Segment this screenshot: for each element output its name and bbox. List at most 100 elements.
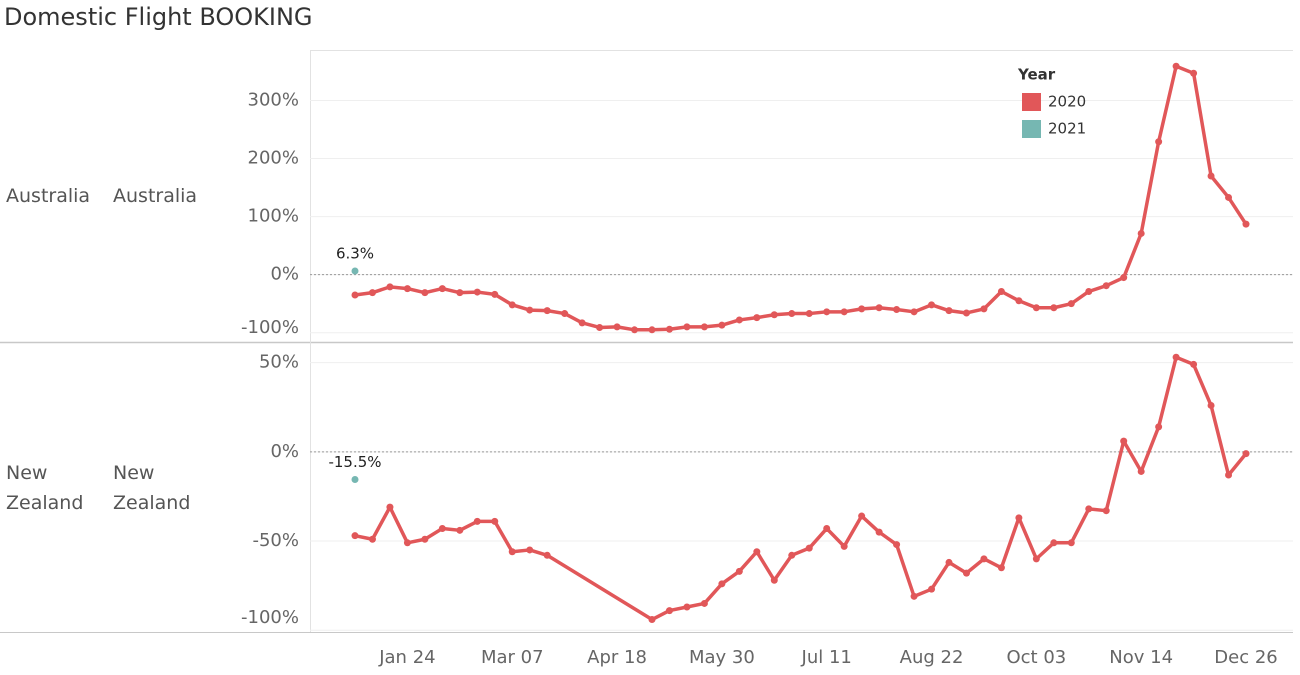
point <box>753 314 761 322</box>
point <box>875 304 883 312</box>
x-tick-label: May 30 <box>689 647 755 668</box>
point <box>1015 514 1023 522</box>
point <box>1102 507 1110 515</box>
point <box>718 580 726 588</box>
point <box>665 325 673 333</box>
x-tick-label: Jan 24 <box>378 647 435 668</box>
point <box>840 542 848 550</box>
point <box>491 290 499 298</box>
x-tick-label: Mar 07 <box>481 647 544 668</box>
point <box>438 285 446 293</box>
point <box>368 289 376 297</box>
point <box>875 528 883 536</box>
point <box>770 576 778 584</box>
point <box>1172 62 1180 70</box>
point <box>1032 304 1040 312</box>
point <box>386 503 394 511</box>
point <box>858 305 866 313</box>
line <box>354 64 1248 332</box>
point <box>1120 437 1128 445</box>
point <box>840 308 848 316</box>
point <box>578 319 586 327</box>
point <box>910 308 918 316</box>
point <box>980 555 988 563</box>
point <box>1172 353 1180 361</box>
point <box>805 544 813 552</box>
point <box>770 311 778 319</box>
row-label: New Zealand <box>6 462 84 514</box>
point <box>735 567 743 575</box>
point <box>1190 360 1198 368</box>
point <box>753 548 761 556</box>
point <box>491 517 499 525</box>
point <box>631 326 639 334</box>
point <box>543 551 551 559</box>
point <box>700 323 708 331</box>
y-tick-label: 0% <box>270 441 299 462</box>
y-tick-label: 0% <box>270 264 299 285</box>
point <box>1050 304 1058 312</box>
row-label: Australia <box>113 185 198 207</box>
point <box>438 525 446 533</box>
point <box>351 532 359 540</box>
point <box>1207 401 1215 409</box>
x-tick-label: Nov 14 <box>1109 647 1173 668</box>
point <box>1190 69 1198 77</box>
point <box>997 287 1005 295</box>
point <box>718 321 726 329</box>
point <box>910 592 918 600</box>
point <box>928 301 936 309</box>
point <box>823 308 831 316</box>
point <box>858 512 866 520</box>
y-tick-label: 200% <box>248 148 299 169</box>
x-tick-label: Apr 18 <box>587 647 647 668</box>
y-tick-label: -50% <box>252 530 299 551</box>
point <box>1242 220 1250 228</box>
point <box>962 309 970 317</box>
point <box>1120 274 1128 282</box>
point <box>1225 193 1233 201</box>
point <box>735 316 743 324</box>
point <box>1085 287 1093 295</box>
point <box>1015 297 1023 305</box>
point <box>368 535 376 543</box>
x-tick-label: Aug 22 <box>900 647 964 668</box>
point <box>351 267 359 275</box>
point <box>700 599 708 607</box>
point <box>1155 138 1163 146</box>
point <box>788 310 796 318</box>
x-tick-label: Jul 11 <box>801 647 852 668</box>
point <box>683 323 691 331</box>
point <box>508 301 516 309</box>
y-tick-label: 100% <box>248 206 299 227</box>
point <box>962 569 970 577</box>
point <box>351 291 359 299</box>
point <box>1102 282 1110 290</box>
point <box>683 603 691 611</box>
point <box>648 326 656 334</box>
point <box>561 310 569 318</box>
row-label: New Zealand <box>113 462 191 514</box>
point <box>1067 300 1075 308</box>
point <box>386 283 394 291</box>
point <box>596 323 604 331</box>
point <box>928 585 936 593</box>
point <box>613 323 621 331</box>
point <box>1067 539 1075 547</box>
point <box>805 310 813 318</box>
point <box>351 475 359 483</box>
point <box>1137 229 1145 237</box>
point <box>945 307 953 315</box>
point <box>473 288 481 296</box>
data-label: -15.5% <box>328 453 381 471</box>
y-tick-label: 50% <box>259 352 299 373</box>
point <box>997 564 1005 572</box>
point <box>893 305 901 313</box>
legend-title: Year <box>1017 66 1056 84</box>
point <box>403 539 411 547</box>
point <box>1225 471 1233 479</box>
y-tick-label: -100% <box>241 607 299 628</box>
point <box>543 307 551 315</box>
point <box>648 616 656 624</box>
